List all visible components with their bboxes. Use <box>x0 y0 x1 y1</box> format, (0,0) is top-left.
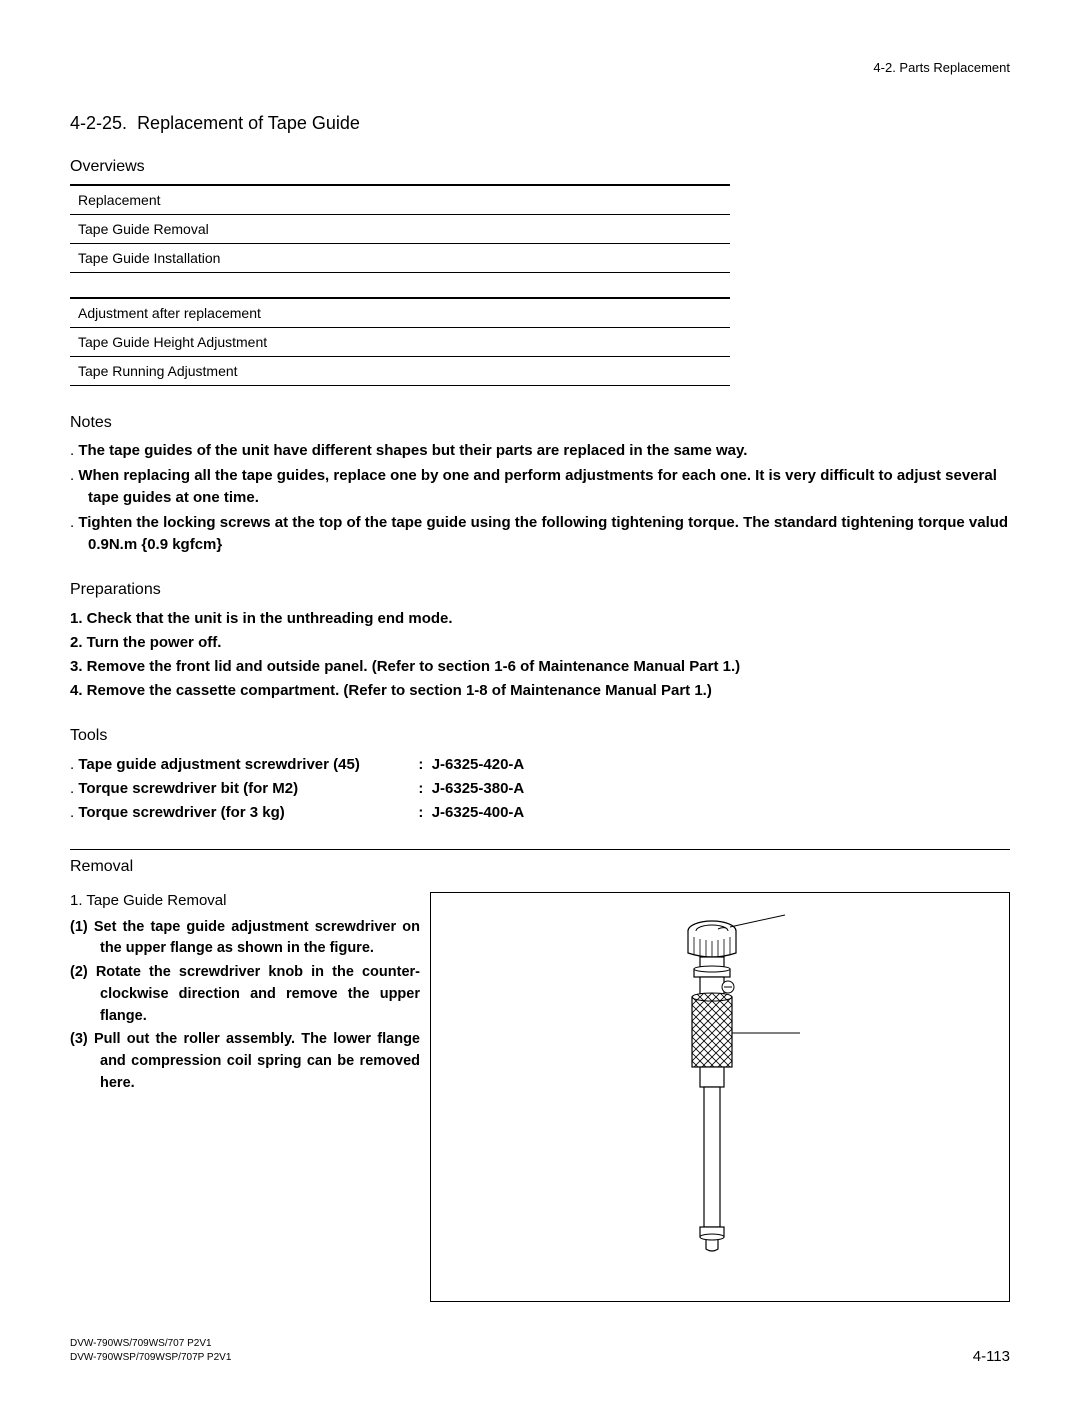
tool-item: Tape guide adjustment screwdriver (45): … <box>70 753 1010 777</box>
prep-item: 4. Remove the cassette compartment. (Ref… <box>70 679 1010 703</box>
footer-model-1: DVW-790WS/709WS/707 P2V1 <box>70 1337 231 1351</box>
page-footer: DVW-790WS/709WS/707 P2V1 DVW-790WSP/709W… <box>70 1337 1010 1365</box>
section-title: 4-2-25. Replacement of Tape Guide <box>70 113 1010 134</box>
note-item: The tape guides of the unit have differe… <box>70 440 1010 463</box>
footer-page-number: 4-113 <box>973 1348 1010 1365</box>
chapter-reference: 4-2. Parts Replacement <box>70 60 1010 75</box>
tool-label: Torque screwdriver bit (for M2) <box>78 777 418 801</box>
tools-section: Tools Tape guide adjustment screwdriver … <box>70 727 1010 825</box>
removal-title: Removal <box>70 858 1010 876</box>
prep-item: 2. Turn the power off. <box>70 631 1010 655</box>
notes-section: Notes The tape guides of the unit have d… <box>70 414 1010 557</box>
table-header: Replacement <box>70 184 730 215</box>
overviews-title: Overviews <box>70 158 1010 176</box>
notes-title: Notes <box>70 414 1010 432</box>
removal-step: (3) Pull out the roller assembly. The lo… <box>70 1029 420 1094</box>
footer-models: DVW-790WS/709WS/707 P2V1 DVW-790WSP/709W… <box>70 1337 231 1365</box>
tool-sep: : <box>418 756 423 773</box>
tool-code: J-6325-400-A <box>432 804 525 821</box>
removal-step: (2) Rotate the screwdriver knob in the c… <box>70 962 420 1027</box>
tool-code: J-6325-380-A <box>432 780 525 797</box>
tools-title: Tools <box>70 727 1010 745</box>
removal-section: Removal 1. Tape Guide Removal (1) Set th… <box>70 849 1010 1302</box>
tool-sep: : <box>418 780 423 797</box>
section-number: 4-2-25. <box>70 113 127 133</box>
figure-container <box>430 892 1010 1302</box>
tool-label: Tape guide adjustment screwdriver (45) <box>78 753 418 777</box>
removal-text: 1. Tape Guide Removal (1) Set the tape g… <box>70 892 430 1302</box>
prep-item: 1. Check that the unit is in the unthrea… <box>70 607 1010 631</box>
tool-sep: : <box>418 804 423 821</box>
table-row: Tape Running Adjustment <box>70 357 730 386</box>
preparations-section: Preparations 1. Check that the unit is i… <box>70 581 1010 703</box>
tool-code: J-6325-420-A <box>432 756 525 773</box>
tool-label: Torque screwdriver (for 3 kg) <box>78 801 418 825</box>
tape-guide-figure <box>600 913 840 1293</box>
note-item: When replacing all the tape guides, repl… <box>70 465 1010 510</box>
tool-item: Torque screwdriver (for 3 kg): J-6325-40… <box>70 801 1010 825</box>
removal-step-title: 1. Tape Guide Removal <box>70 892 420 909</box>
prep-item: 3. Remove the front lid and outside pane… <box>70 655 1010 679</box>
note-item: Tighten the locking screws at the top of… <box>70 512 1010 557</box>
removal-step: (1) Set the tape guide adjustment screwd… <box>70 917 420 961</box>
tool-item: Torque screwdriver bit (for M2): J-6325-… <box>70 777 1010 801</box>
table-header: Adjustment after replacement <box>70 297 730 328</box>
section-name: Replacement of Tape Guide <box>137 113 360 133</box>
footer-model-2: DVW-790WSP/709WSP/707P P2V1 <box>70 1351 231 1365</box>
table-row: Tape Guide Height Adjustment <box>70 328 730 357</box>
table-row: Tape Guide Installation <box>70 244 730 273</box>
preparations-title: Preparations <box>70 581 1010 599</box>
overview-table-1: Replacement Tape Guide Removal Tape Guid… <box>70 184 730 273</box>
table-row: Tape Guide Removal <box>70 215 730 244</box>
overview-table-2: Adjustment after replacement Tape Guide … <box>70 297 730 386</box>
